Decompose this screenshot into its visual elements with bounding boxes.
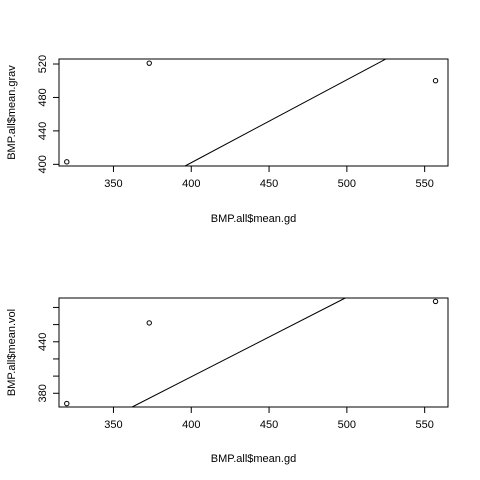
y-tick-label: 380 [37,384,49,402]
x-tick-label: 550 [415,419,433,431]
plot-frame [58,297,449,408]
plot-frame [58,58,449,167]
x-tick-label: 450 [260,419,278,431]
y-tick-label: 520 [37,55,49,73]
data-point [432,78,439,84]
y-tick-label: 480 [37,88,49,106]
y-axis-label: BMP.all$mean.vol [6,309,18,396]
data-point [64,159,70,165]
x-tick-label: 550 [415,178,433,190]
fit-line [131,297,346,408]
fit-line [184,58,386,167]
x-axis-label: BMP.all$mean.gd [211,213,296,225]
y-tick-label: 440 [37,122,49,140]
x-tick-label: 350 [104,178,122,190]
bottom-scatter-panel: 350 400 450 500 550 380 440 BMP.all$mean.gd BMP.… [6,297,449,465]
data-point [146,60,152,66]
y-tick-label: 400 [37,155,49,173]
x-tick-label: 500 [338,419,356,431]
x-axis-label: BMP.all$mean.gd [211,453,296,465]
y-tick-label: 440 [37,333,49,351]
data-point [146,320,152,326]
x-tick-label: 500 [338,178,356,190]
data-point [64,400,70,407]
top-scatter-panel: 350 400 450 500 550 400 440 480 520 BMP.all$mean.… [6,55,449,225]
x-tick-label: 450 [260,178,278,190]
y-axis-label: BMP.all$mean.grav [6,65,18,160]
x-tick-label: 400 [182,178,200,190]
x-tick-label: 400 [182,419,200,431]
x-tick-label: 350 [104,419,122,431]
data-point [432,298,439,305]
